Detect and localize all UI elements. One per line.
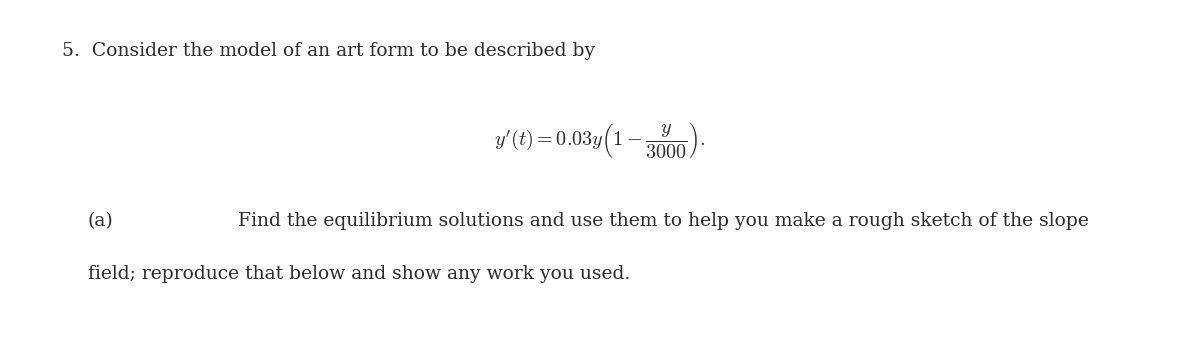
Text: $y'(t) = 0.03y\left(1 - \dfrac{y}{3000}\right).$: $y'(t) = 0.03y\left(1 - \dfrac{y}{3000}\…: [494, 120, 706, 160]
Text: Find the equilibrium solutions and use them to help you make a rough sketch of t: Find the equilibrium solutions and use t…: [238, 212, 1088, 230]
Text: (a): (a): [88, 212, 113, 230]
Text: field; reproduce that below and show any work you used.: field; reproduce that below and show any…: [88, 265, 630, 283]
Text: 5.  Consider the model of an art form to be described by: 5. Consider the model of an art form to …: [62, 42, 595, 60]
